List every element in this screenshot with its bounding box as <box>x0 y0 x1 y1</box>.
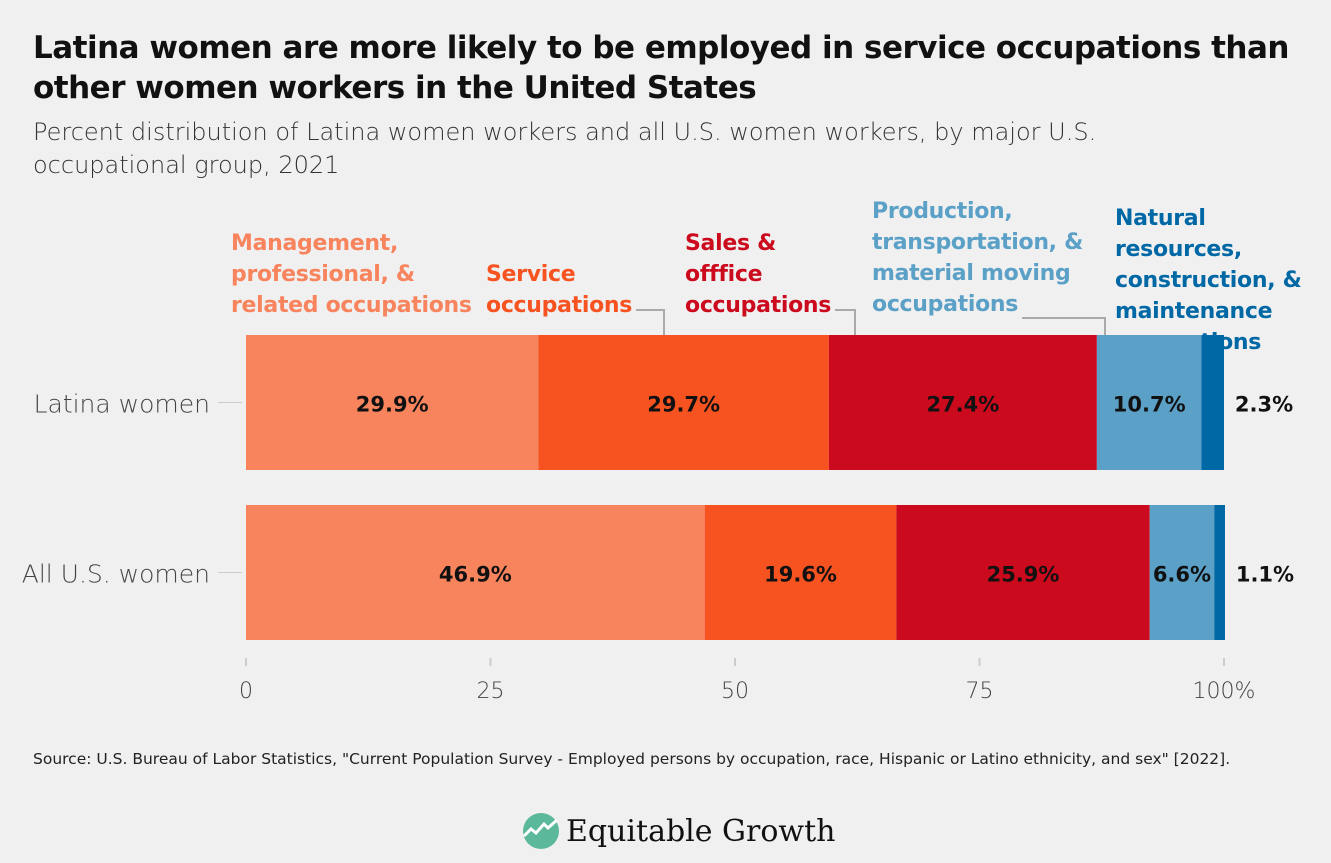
legend-label-production: Production, transportation, & material m… <box>872 199 1083 317</box>
bar-segment <box>828 335 1097 470</box>
bar-segment <box>1096 335 1202 470</box>
logo-icon <box>522 813 559 849</box>
data-label: 6.6% <box>1153 563 1211 587</box>
bar-segment <box>1201 335 1224 470</box>
data-label: 29.9% <box>356 393 429 417</box>
logo: Equitable Growth <box>522 812 835 850</box>
bar-segment <box>1214 505 1225 640</box>
data-label: 19.6% <box>764 563 837 587</box>
legend-connectors <box>636 309 1106 345</box>
data-label: 10.7% <box>1113 393 1186 417</box>
x-tick-label: 25 <box>477 679 505 704</box>
bar-segment <box>246 505 705 640</box>
logo-text: Equitable Growth <box>566 813 836 849</box>
legend-label-management: Management, professional, & related occu… <box>231 231 472 318</box>
data-label: 46.9% <box>439 563 512 587</box>
x-tick-label: 50 <box>721 679 749 704</box>
bar-segment <box>538 335 829 470</box>
x-tick-label: 100% <box>1193 679 1256 704</box>
connector-service <box>636 309 665 340</box>
legend-label-sales: Sales & offfice occupations <box>685 231 832 318</box>
bar-segment <box>896 505 1150 640</box>
data-label: 2.3% <box>1235 393 1293 417</box>
y-label: Latina women <box>34 390 210 419</box>
y-label: All U.S. women <box>22 560 210 589</box>
source-note: Source: U.S. Bureau of Labor Statistics,… <box>33 750 1231 768</box>
data-label: 1.1% <box>1236 563 1294 587</box>
bar-segment <box>246 335 539 470</box>
legend-label-service: Service occupations <box>486 262 633 318</box>
data-label: 29.7% <box>647 393 720 417</box>
connector-sales <box>835 309 856 345</box>
bar-segment <box>1149 505 1215 640</box>
data-label: 25.9% <box>987 563 1060 587</box>
connector-production <box>1022 317 1106 338</box>
x-tick-label: 75 <box>966 679 994 704</box>
x-tick-label: 0 <box>239 679 253 704</box>
chart-title: Latina women are more likely to be emplo… <box>33 30 1289 106</box>
data-label: 27.4% <box>926 393 999 417</box>
chart-subtitle: Percent distribution of Latina women wor… <box>33 118 1097 179</box>
bar-segment <box>704 505 897 640</box>
